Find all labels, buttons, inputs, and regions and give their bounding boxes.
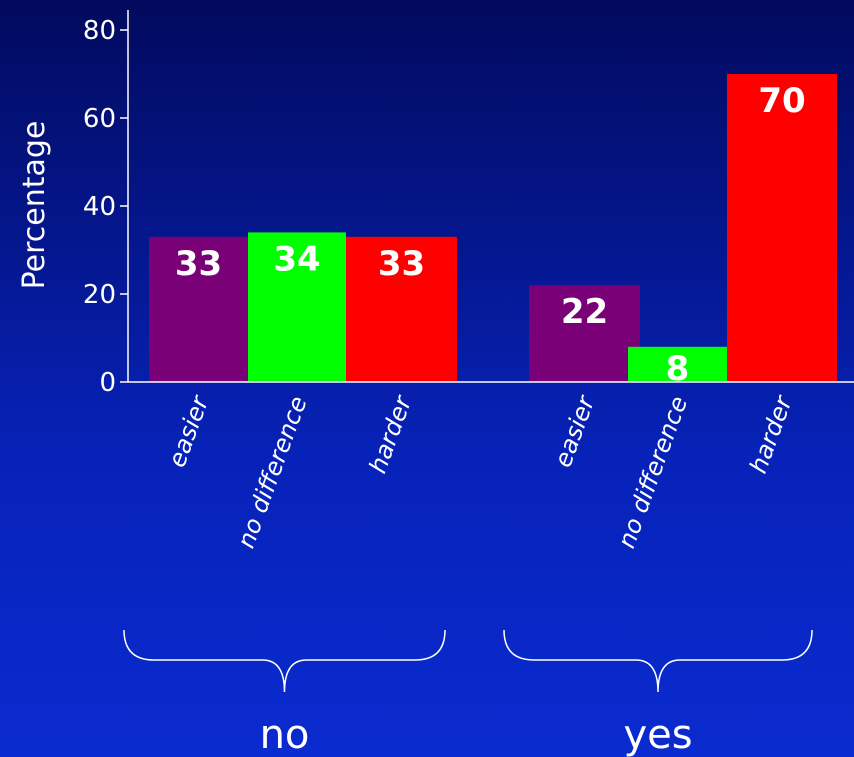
bar bbox=[149, 236, 248, 382]
y-tick-label: 20 bbox=[83, 280, 116, 310]
category-label: harder bbox=[744, 390, 798, 476]
group-label: no bbox=[260, 712, 310, 757]
category-label: no difference bbox=[612, 392, 693, 551]
group-brace bbox=[123, 629, 446, 693]
bar bbox=[346, 236, 457, 382]
axes bbox=[127, 10, 854, 383]
bar bbox=[628, 346, 727, 382]
bars: 33 34 33 22 8 70 bbox=[149, 74, 837, 389]
bar bbox=[727, 74, 837, 382]
category-labels: easier no difference harder easier no differ… bbox=[163, 390, 799, 551]
bar-value-label: 33 bbox=[378, 244, 425, 284]
category-label: no difference bbox=[232, 392, 313, 551]
group-braces: no yes bbox=[123, 629, 813, 757]
category-label: harder bbox=[364, 390, 418, 476]
bar-value-label: 34 bbox=[273, 239, 320, 279]
y-tick-label: 0 bbox=[99, 368, 116, 398]
y-tick-label: 40 bbox=[83, 192, 116, 222]
group-brace bbox=[503, 629, 813, 693]
bar bbox=[248, 232, 346, 382]
y-tick-label: 60 bbox=[83, 104, 116, 134]
bar-value-label: 33 bbox=[175, 244, 222, 284]
bar-value-label: 22 bbox=[561, 292, 608, 332]
y-axis-label: Percentage bbox=[17, 121, 52, 290]
category-label: easier bbox=[549, 390, 601, 470]
bar bbox=[529, 285, 640, 382]
y-tick-label: 80 bbox=[83, 16, 116, 46]
y-axis: 0 20 40 60 80 bbox=[83, 16, 128, 398]
bar-value-label: 8 bbox=[666, 349, 690, 389]
category-label: easier bbox=[163, 390, 215, 470]
group-label: yes bbox=[623, 712, 692, 757]
bar-value-label: 70 bbox=[758, 81, 805, 121]
